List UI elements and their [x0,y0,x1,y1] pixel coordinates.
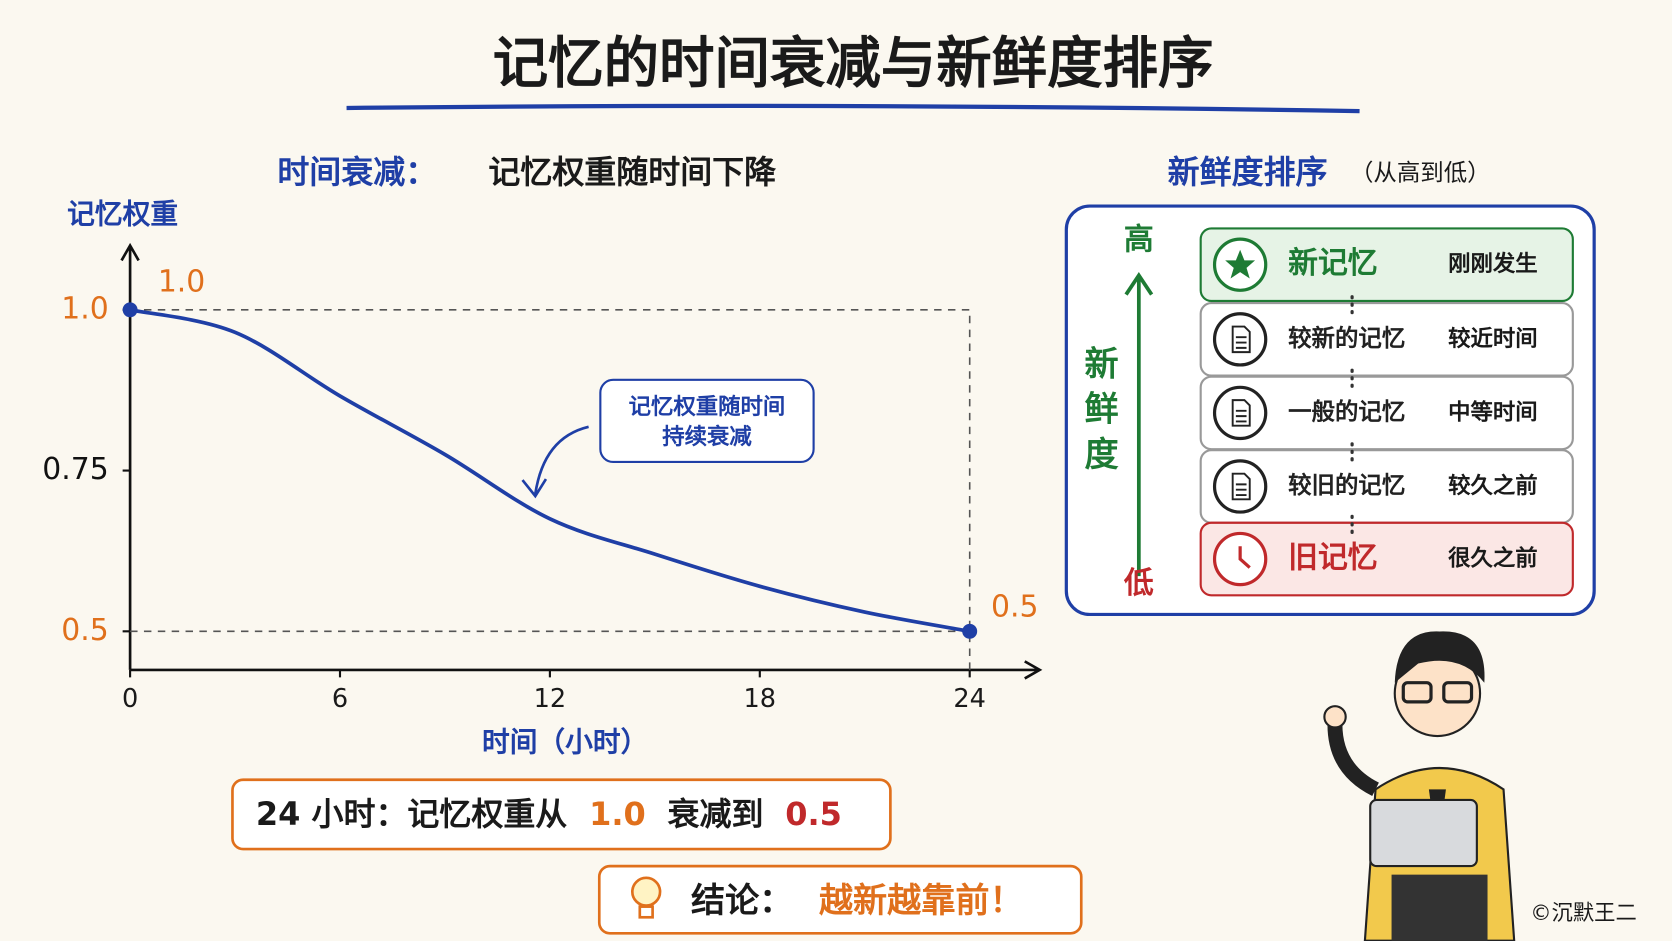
chart-subtitle: 记忆权重随时间下降 [488,153,777,191]
x-tick-label: 6 [332,684,348,714]
bulb-icon [630,876,662,919]
callout-text: 持续衰减 [662,423,752,450]
ranking-item: 较新的记忆 较近时间 [1199,302,1574,377]
value-label: 1.0 [158,265,205,300]
x-tick-label: 18 [744,684,777,714]
item-time: 较久之前 [1448,472,1538,499]
callout: 记忆权重随时间 持续衰减 [521,378,815,499]
item-box [1199,227,1574,303]
chart-title: 时间衰减： [277,153,437,191]
item-name: 旧记忆 [1288,541,1378,576]
doc-icon [1231,325,1251,354]
conclusion-label: 结论： [691,881,793,921]
ranking-item: 新记忆 刚刚发生 [1199,227,1574,303]
item-name: 新记忆 [1288,246,1378,281]
item-name: 一般的记忆 [1288,397,1405,425]
summary-box [231,778,892,851]
item-icon [1212,312,1268,367]
summary-text: 衰减到 [668,795,764,833]
point [122,302,138,318]
axis-label: 新 [1084,345,1118,385]
item-time: 较近时间 [1448,325,1538,352]
summary-value: 1.0 [589,795,646,833]
high-label: 高 [1124,223,1154,258]
conclusion-box [597,864,1083,935]
doc-icon [1231,399,1251,427]
line [129,307,971,634]
ranking-item: 较旧的记忆 较久之前 [1199,449,1574,524]
y-tick-label: 0.5 [61,613,108,648]
summary: 24 小时：记忆权重从 1.0 衰减到 0.5 [256,795,842,833]
axis-label: 鲜 [1084,389,1118,429]
title-underline [346,103,1360,114]
credit: ©沉默王二 [1530,901,1637,926]
guide-line [130,309,971,670]
doc-icon [1231,472,1251,501]
ranking-note: （从高到低） [1350,159,1491,187]
item-icon [1212,459,1268,514]
item-time: 刚刚发生 [1448,250,1538,277]
star-icon [1225,249,1256,279]
low-label: 低 [1123,566,1154,601]
callout-box [599,378,815,464]
item-name: 较旧的记忆 [1288,471,1405,499]
presenter-illustration [1323,631,1516,941]
freshness-arrow [1124,271,1154,577]
y-tick-label: 1.0 [61,291,108,326]
axis-label: 度 [1084,435,1118,475]
item-time: 很久之前 [1448,545,1538,572]
x-axis [130,660,1043,680]
callout-arrow [521,425,589,499]
y-axis-label: 记忆权重 [67,198,178,231]
x-tick-label: 12 [534,684,567,714]
summary-value: 0.5 [785,795,842,833]
item-box [1199,521,1574,597]
ranking-item: 旧记忆 很久之前 [1199,521,1574,597]
item-icon [1212,385,1268,441]
ranking-title: 新鲜度排序 [1168,153,1328,191]
x-tick-label: 0 [122,684,138,714]
summary-text: 24 小时：记忆权重从 [256,795,567,833]
y-tick-label: 0.75 [42,452,108,487]
point [962,623,978,639]
callout-text: 记忆权重随时间 [629,393,786,420]
x-tick-label: 24 [953,684,986,714]
item-time: 中等时间 [1448,398,1538,425]
item-name: 较新的记忆 [1288,324,1405,352]
clock-icon [1238,546,1251,569]
x-axis-label: 时间（小时） [482,725,648,758]
value-label: 0.5 [991,589,1038,624]
page-title: 记忆的时间衰减与新鲜度排序 [493,33,1214,97]
conclusion-text: 越新越靠前！ [819,881,1024,921]
ranking-item: 一般的记忆 中等时间 [1199,375,1574,451]
